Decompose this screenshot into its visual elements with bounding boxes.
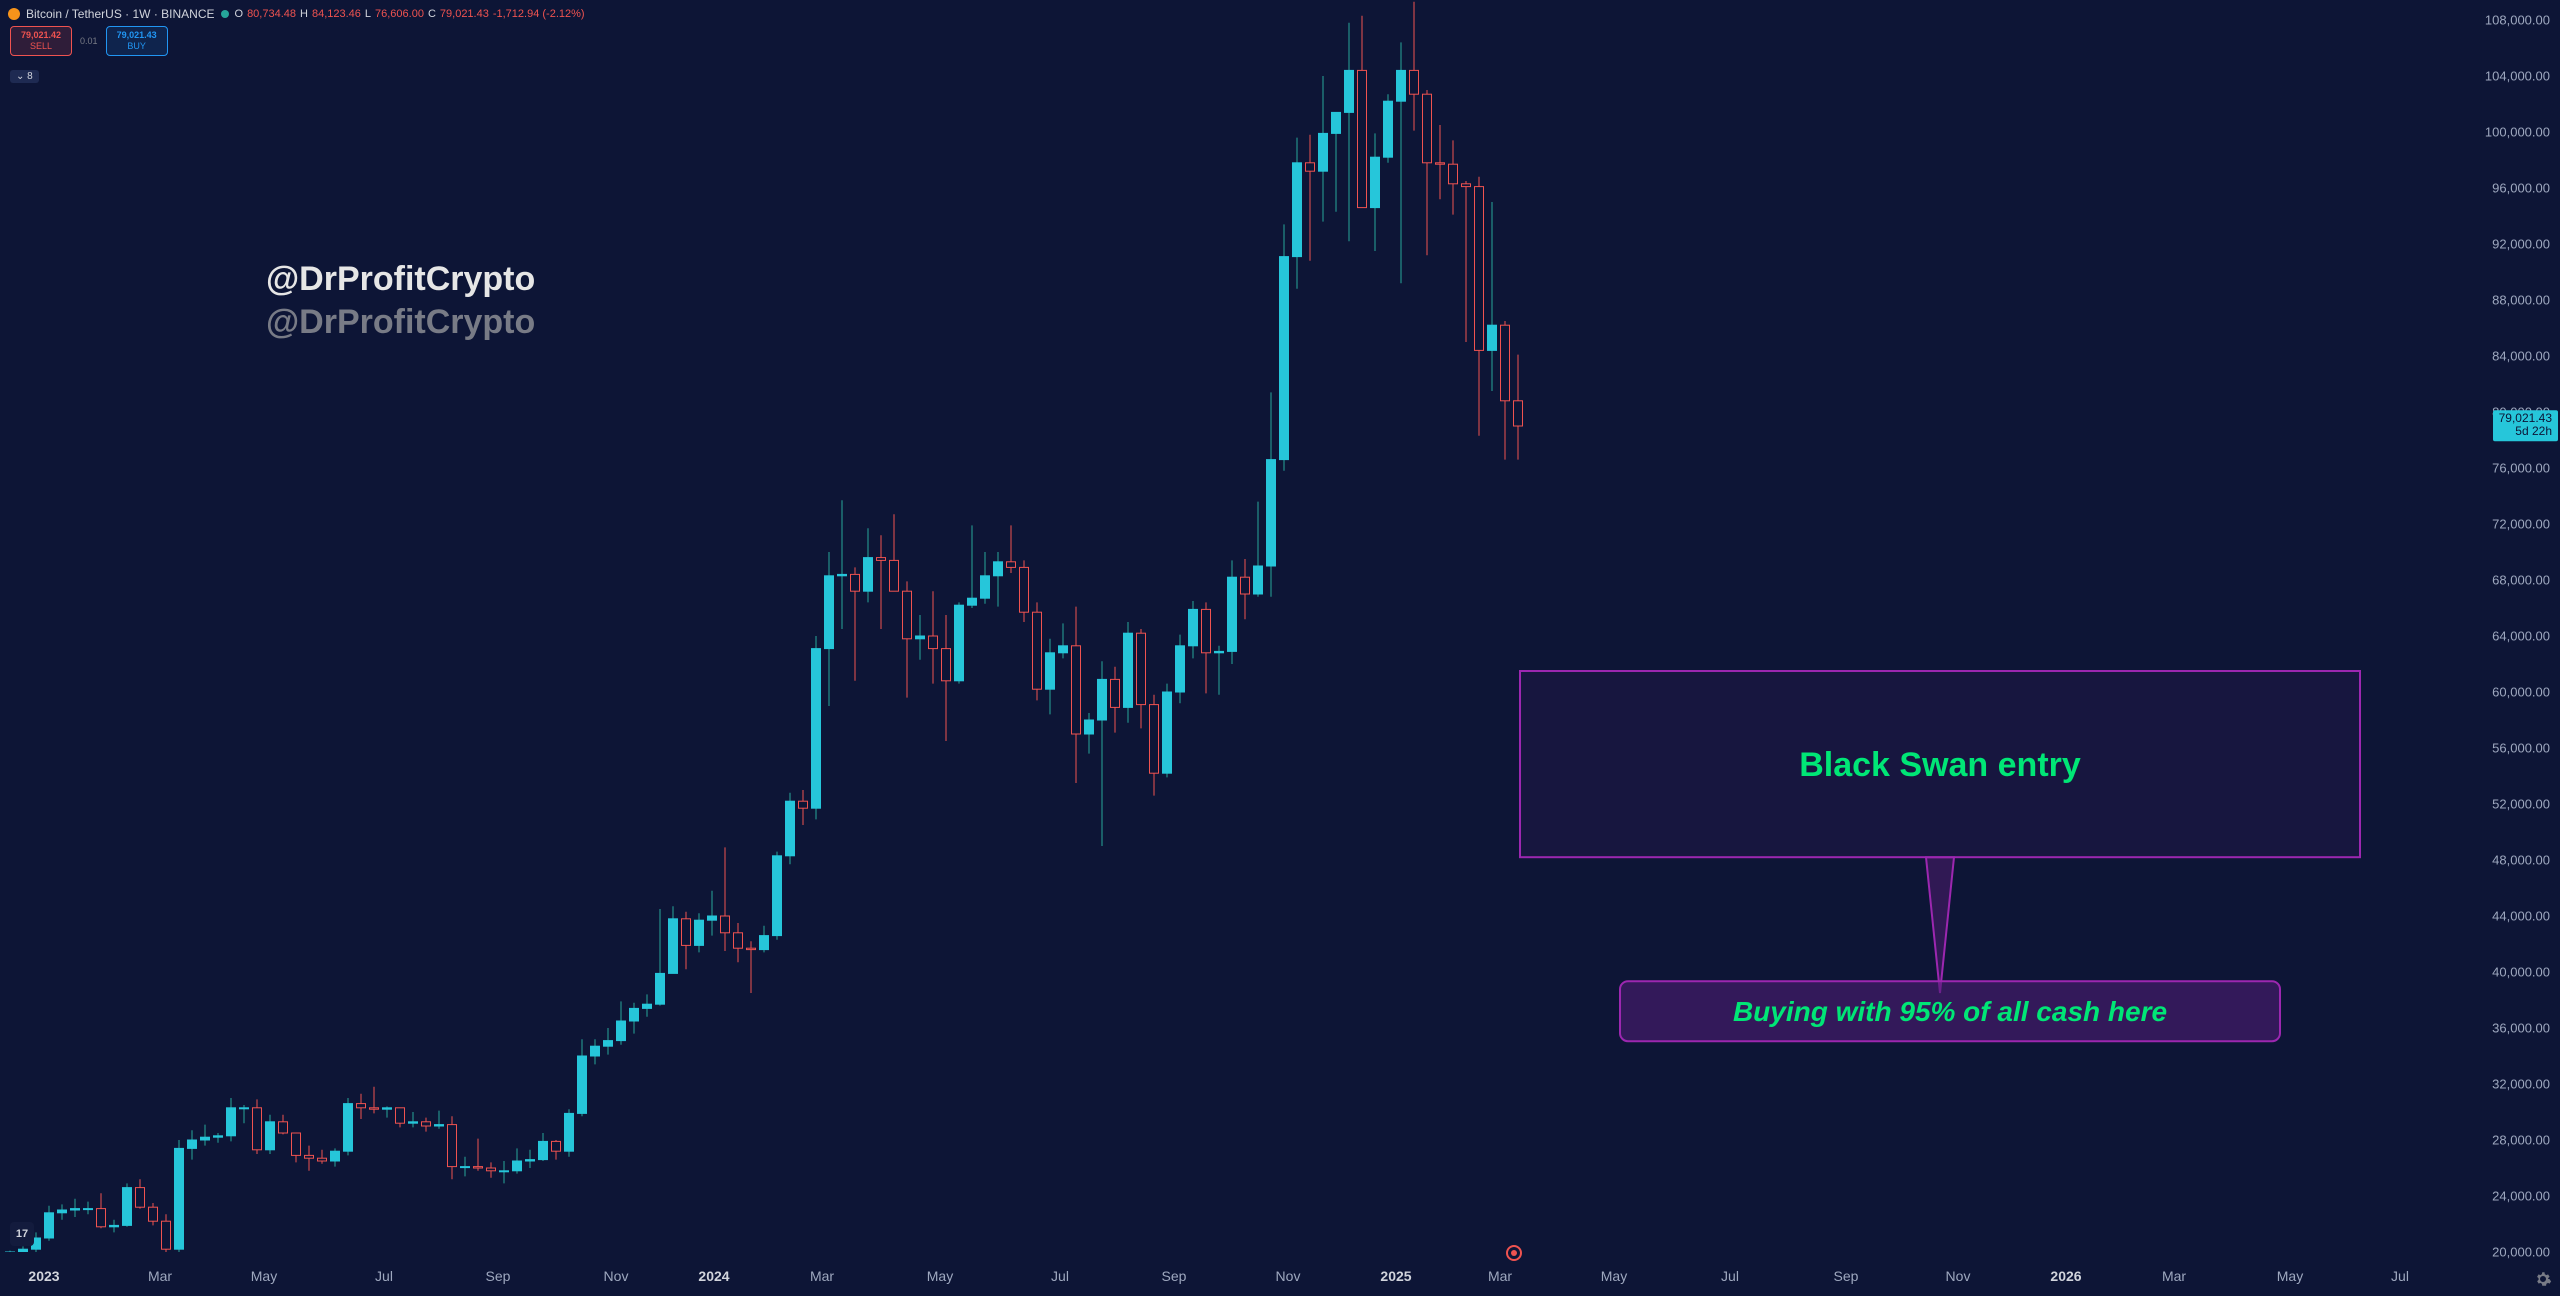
x-axis-tick: Jul: [2391, 1268, 2409, 1284]
chart-area[interactable]: Black Swan entry Buying with 95% of all c…: [0, 0, 2560, 1296]
x-axis-tick: May: [251, 1268, 277, 1284]
svg-text:Buying with 95% of all cash he: Buying with 95% of all cash here: [1733, 996, 2167, 1027]
y-axis-tick: 104,000.00: [2485, 69, 2550, 84]
x-axis-tick: Mar: [2162, 1268, 2186, 1284]
x-axis-tick: Sep: [1834, 1268, 1859, 1284]
x-axis-tick: Nov: [604, 1268, 629, 1284]
x-axis-tick: Nov: [1276, 1268, 1301, 1284]
y-axis-tick: 76,000.00: [2492, 461, 2550, 476]
x-axis-tick: Mar: [1488, 1268, 1512, 1284]
y-axis-tick: 40,000.00: [2492, 965, 2550, 980]
candlestick-chart: Black Swan entry Buying with 95% of all c…: [0, 0, 2420, 1296]
x-axis-tick: 2023: [28, 1268, 59, 1284]
x-axis-tick: May: [927, 1268, 953, 1284]
x-axis-tick: 2026: [2050, 1268, 2081, 1284]
x-axis-tick: Jul: [375, 1268, 393, 1284]
y-axis-tick: 88,000.00: [2492, 293, 2550, 308]
y-axis-tick: 96,000.00: [2492, 181, 2550, 196]
y-axis-tick: 64,000.00: [2492, 629, 2550, 644]
settings-gear-icon[interactable]: [2534, 1270, 2552, 1288]
y-axis-tick: 100,000.00: [2485, 125, 2550, 140]
y-axis-tick: 24,000.00: [2492, 1189, 2550, 1204]
x-axis-tick: Nov: [1946, 1268, 1971, 1284]
y-axis-tick: 44,000.00: [2492, 909, 2550, 924]
x-axis-tick: Mar: [810, 1268, 834, 1284]
y-axis-tick: 28,000.00: [2492, 1133, 2550, 1148]
y-axis-tick: 36,000.00: [2492, 1021, 2550, 1036]
y-axis-tick: 68,000.00: [2492, 573, 2550, 588]
x-axis-tick: 2024: [698, 1268, 729, 1284]
x-axis-tick: 2025: [1380, 1268, 1411, 1284]
y-axis-tick: 32,000.00: [2492, 1077, 2550, 1092]
time-axis[interactable]: 2023 Mar May Jul Sep Nov 2024 Mar May Jul Sep Nov 20…: [0, 1252, 2420, 1296]
target-icon: [1506, 1245, 1522, 1261]
x-axis-tick: May: [1601, 1268, 1627, 1284]
tradingview-logo-icon[interactable]: 17: [10, 1222, 34, 1246]
y-axis-tick: 84,000.00: [2492, 349, 2550, 364]
price-axis[interactable]: 108,000.00 104,000.00 100,000.00 96,000.00 9…: [2420, 0, 2560, 1252]
current-price-tag: 79,021.435d 22h: [2493, 410, 2558, 442]
y-axis-tick: 56,000.00: [2492, 741, 2550, 756]
y-axis-tick: 48,000.00: [2492, 853, 2550, 868]
x-axis-tick: Jul: [1721, 1268, 1739, 1284]
y-axis-tick: 20,000.00: [2492, 1245, 2550, 1260]
x-axis-tick: Jul: [1051, 1268, 1069, 1284]
y-axis-tick: 52,000.00: [2492, 797, 2550, 812]
y-axis-tick: 72,000.00: [2492, 517, 2550, 532]
x-axis-tick: Sep: [486, 1268, 511, 1284]
x-axis-tick: Sep: [1162, 1268, 1187, 1284]
y-axis-tick: 92,000.00: [2492, 237, 2550, 252]
x-axis-tick: May: [2277, 1268, 2303, 1284]
x-axis-tick: Mar: [148, 1268, 172, 1284]
y-axis-tick: 108,000.00: [2485, 13, 2550, 28]
svg-text:Black Swan entry: Black Swan entry: [1799, 746, 2081, 784]
y-axis-tick: 60,000.00: [2492, 685, 2550, 700]
